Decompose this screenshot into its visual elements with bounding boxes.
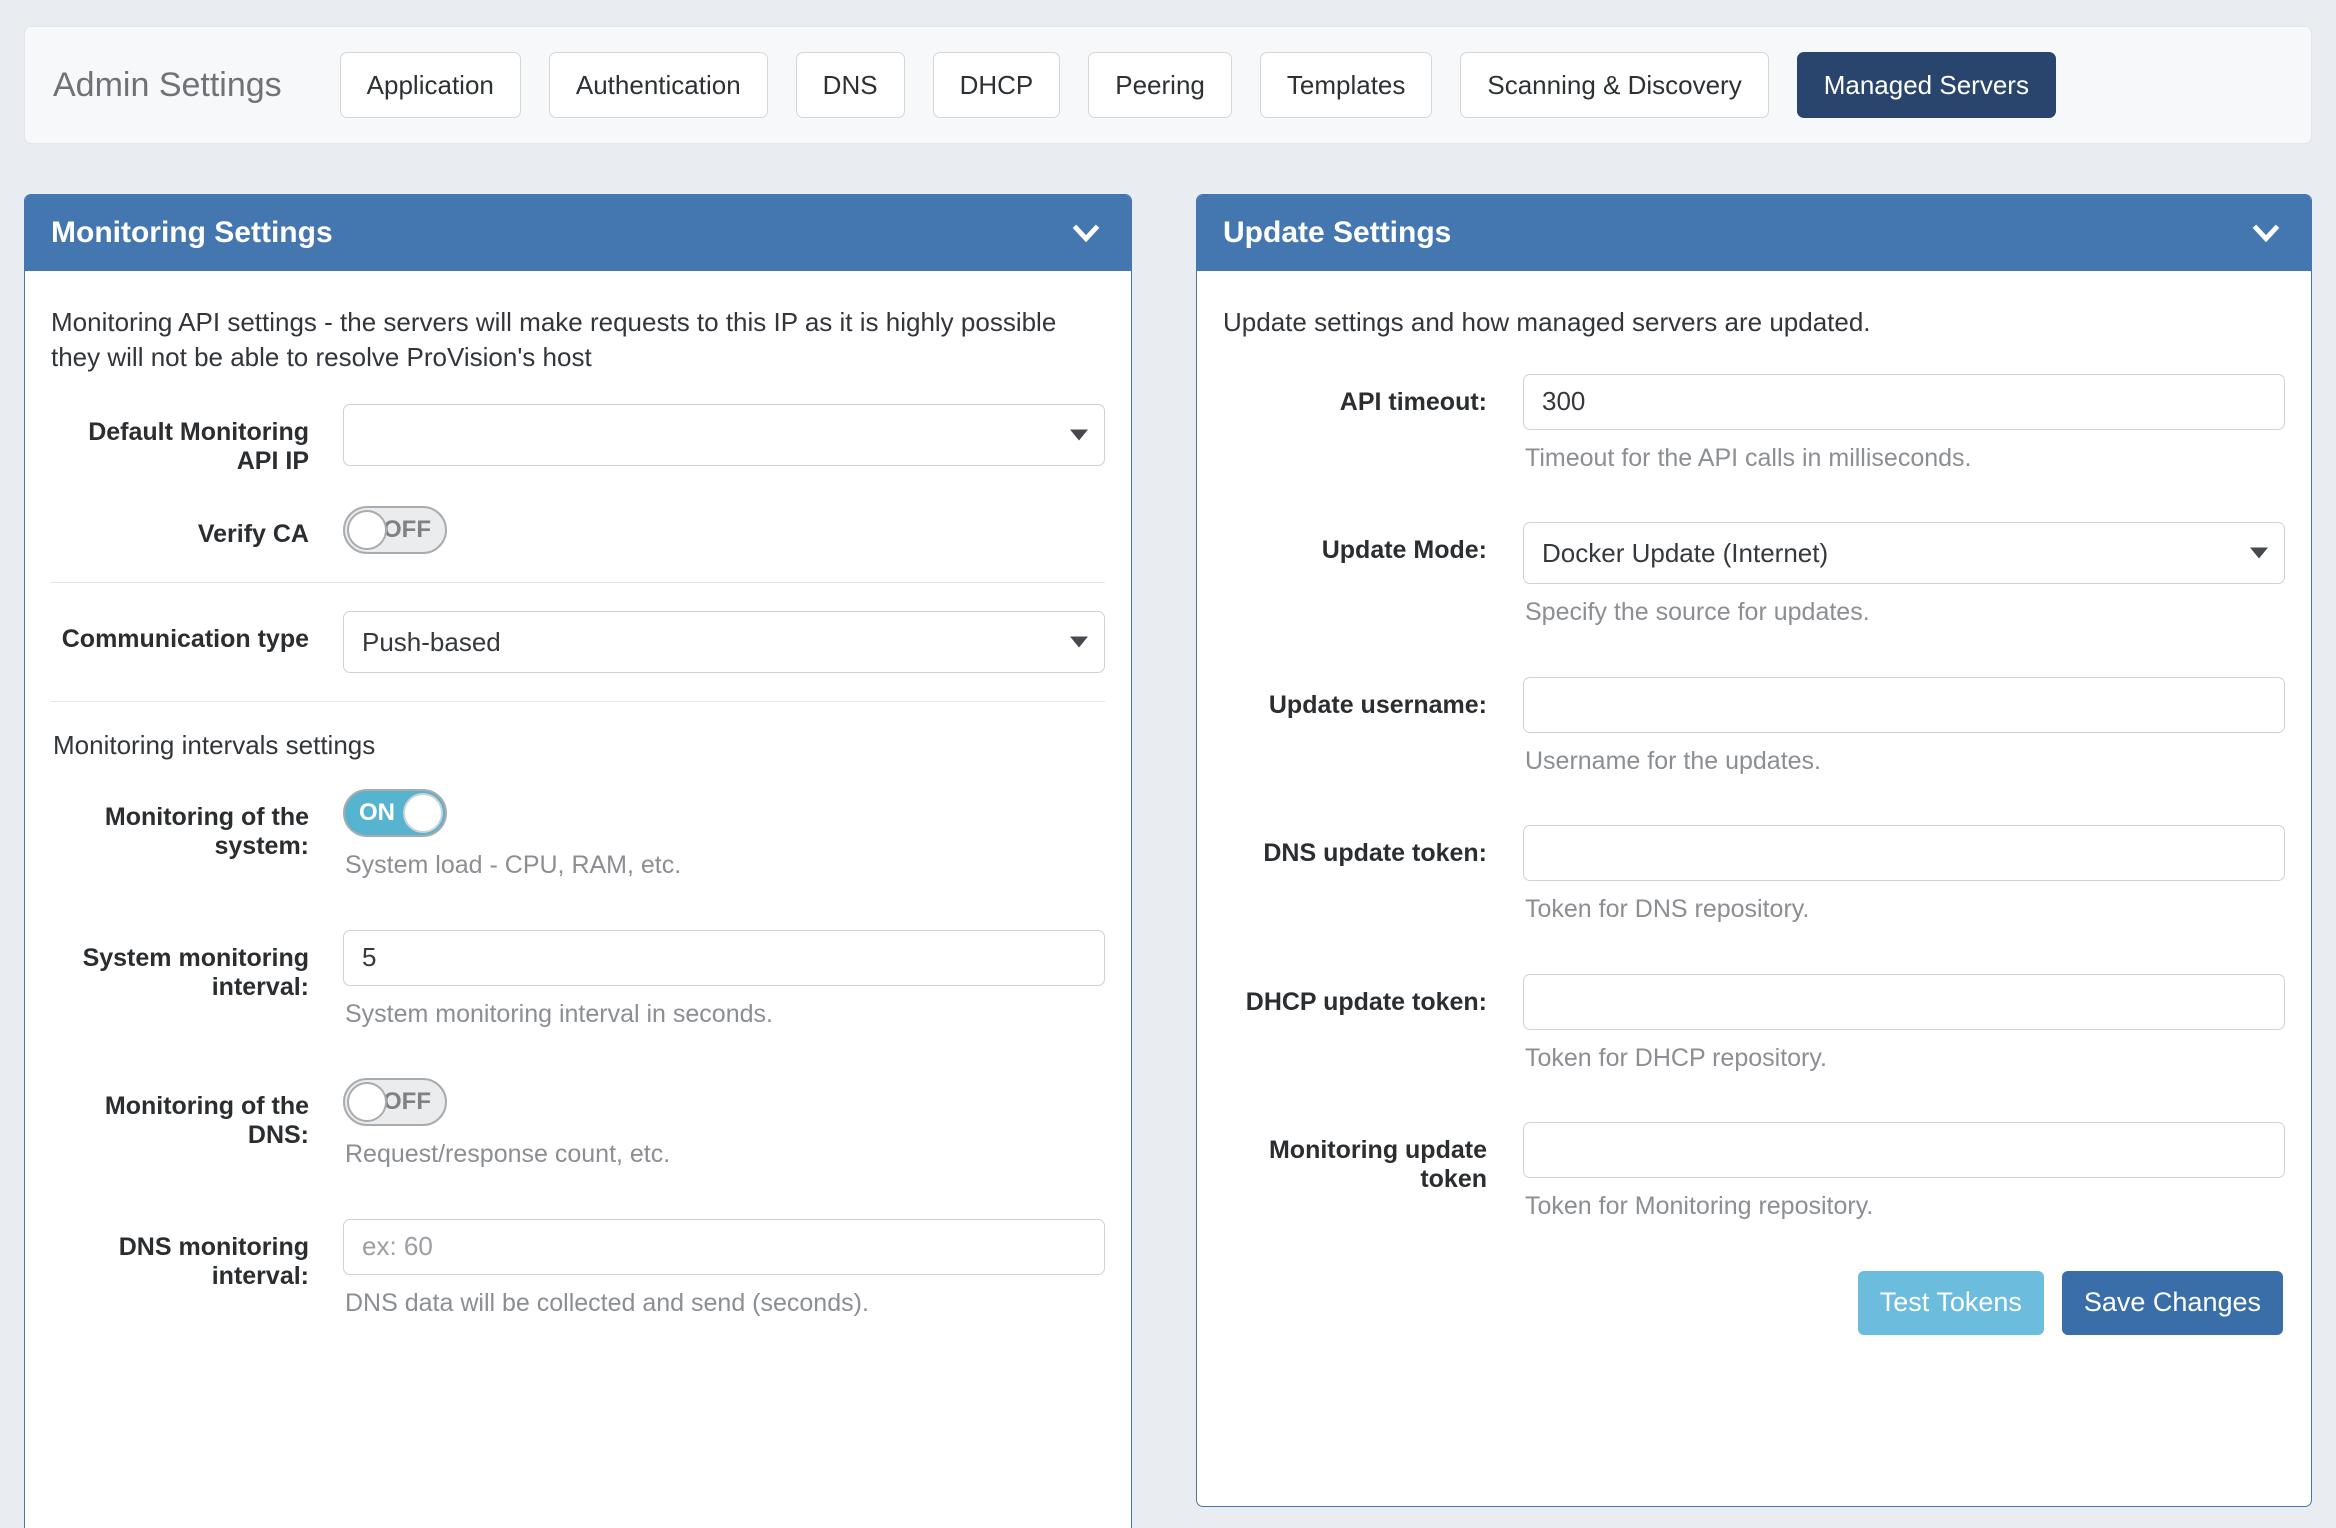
verify-ca-toggle[interactable]: OFF: [343, 506, 447, 555]
dhcp-update-token-help: Token for DHCP repository.: [1525, 1043, 1827, 1072]
monitoring-settings-header: Monitoring Settings: [25, 195, 1131, 271]
tab-scanning-discovery[interactable]: Scanning & Discovery: [1460, 52, 1769, 118]
default-monitoring-api-ip-row: Default Monitoring API IP: [51, 404, 1105, 476]
update-mode-row: Update Mode: Docker Update (Internet) Sp…: [1223, 522, 2285, 629]
system-monitoring-row: Monitoring of the system: ON System load…: [51, 789, 1105, 882]
monitoring-description: Monitoring API settings - the servers wi…: [51, 307, 1057, 372]
api-timeout-label: API timeout:: [1339, 387, 1487, 416]
chevron-down-icon[interactable]: [2249, 216, 2283, 250]
default-monitoring-api-ip-select[interactable]: [343, 404, 1105, 467]
dns-monitoring-interval-placeholder: ex: 60: [362, 1231, 433, 1262]
default-monitoring-api-ip-label: Default Monitoring API IP: [88, 418, 309, 476]
monitoring-update-token-row: Monitoring update token Token for Monito…: [1223, 1122, 2285, 1223]
api-timeout-row: API timeout: 300 Timeout for the API cal…: [1223, 373, 2285, 475]
monitoring-intervals-section-label: Monitoring intervals settings: [53, 730, 376, 761]
dns-monitoring-label: Monitoring of the DNS:: [104, 1092, 309, 1150]
save-changes-button[interactable]: Save Changes: [2061, 1270, 2283, 1335]
dns-update-token-input[interactable]: [1523, 825, 2285, 882]
monitoring-update-token-label: Monitoring update token: [1268, 1136, 1487, 1194]
monitoring-update-token-input[interactable]: [1523, 1122, 2285, 1179]
system-monitoring-help: System load - CPU, RAM, etc.: [345, 851, 682, 880]
update-mode-value: Docker Update (Internet): [1542, 537, 1829, 568]
tab-dns[interactable]: DNS: [795, 52, 905, 118]
toggle-knob: [403, 793, 443, 834]
api-timeout-help: Timeout for the API calls in millisecond…: [1525, 443, 1972, 472]
chevron-down-icon: [1070, 636, 1088, 648]
tab-managed-servers[interactable]: Managed Servers: [1796, 52, 2056, 118]
tab-authentication[interactable]: Authentication: [548, 52, 768, 118]
divider: [51, 582, 1105, 584]
dns-monitoring-toggle[interactable]: OFF: [343, 1078, 447, 1127]
update-settings-header: Update Settings: [1197, 195, 2311, 271]
dns-monitoring-interval-row: DNS monitoring interval: ex: 60 DNS data…: [51, 1218, 1105, 1320]
dns-update-token-help: Token for DNS repository.: [1525, 895, 1810, 924]
dns-monitoring-row: Monitoring of the DNS: OFF Request/respo…: [51, 1078, 1105, 1171]
system-monitoring-interval-value: 5: [362, 942, 377, 973]
api-timeout-input[interactable]: 300: [1523, 373, 2285, 430]
toggle-knob: [347, 1082, 387, 1123]
chevron-down-icon[interactable]: [1069, 216, 1103, 250]
update-description: Update settings and how managed servers …: [1223, 307, 1871, 337]
dhcp-update-token-label: DHCP update token:: [1245, 987, 1487, 1016]
monitoring-settings-body: Monitoring API settings - the servers wi…: [25, 271, 1131, 1343]
tab-templates[interactable]: Templates: [1259, 52, 1433, 118]
toggle-knob: [347, 510, 387, 551]
update-username-label: Update username:: [1268, 690, 1487, 719]
communication-type-value: Push-based: [362, 626, 501, 657]
monitoring-update-token-help: Token for Monitoring repository.: [1525, 1192, 1874, 1221]
verify-ca-toggle-state: OFF: [383, 516, 431, 544]
admin-settings-toolbar: Admin Settings Application Authenticatio…: [24, 26, 2312, 144]
tab-dhcp[interactable]: DHCP: [932, 52, 1061, 118]
update-settings-panel: Update Settings Update settings and how …: [1196, 194, 2312, 1507]
dns-update-token-label: DNS update token:: [1263, 839, 1487, 868]
update-mode-select[interactable]: Docker Update (Internet): [1523, 522, 2285, 585]
update-mode-label: Update Mode:: [1321, 536, 1487, 565]
monitoring-settings-panel: Monitoring Settings Monitoring API setti…: [24, 194, 1132, 1528]
chevron-down-icon: [2250, 547, 2268, 559]
tab-application[interactable]: Application: [339, 52, 521, 118]
dns-monitoring-interval-help: DNS data will be collected and send (sec…: [345, 1288, 869, 1317]
update-mode-help: Specify the source for updates.: [1525, 598, 1870, 627]
update-settings-actions: Test Tokens Save Changes: [1223, 1270, 2285, 1335]
update-settings-body: Update settings and how managed servers …: [1197, 271, 2311, 1355]
page-title: Admin Settings: [53, 65, 282, 104]
dns-monitoring-interval-label: DNS monitoring interval:: [118, 1232, 309, 1290]
dhcp-update-token-input[interactable]: [1523, 973, 2285, 1030]
update-settings-title: Update Settings: [1223, 216, 1452, 249]
verify-ca-row: Verify CA OFF: [51, 506, 1105, 555]
chevron-down-icon: [1070, 429, 1088, 441]
test-tokens-button[interactable]: Test Tokens: [1857, 1270, 2044, 1335]
communication-type-row: Communication type Push-based: [51, 611, 1105, 674]
update-username-row: Update username: Username for the update…: [1223, 676, 2285, 778]
verify-ca-label: Verify CA: [197, 520, 309, 549]
tab-peering[interactable]: Peering: [1088, 52, 1232, 118]
system-monitoring-label: Monitoring of the system:: [104, 803, 309, 861]
dhcp-update-token-row: DHCP update token: Token for DHCP reposi…: [1223, 973, 2285, 1075]
system-monitoring-toggle-state: ON: [359, 799, 395, 827]
dns-monitoring-interval-input[interactable]: ex: 60: [343, 1218, 1105, 1275]
system-monitoring-toggle[interactable]: ON: [343, 789, 447, 838]
dns-monitoring-help: Request/response count, etc.: [345, 1140, 671, 1169]
dns-monitoring-toggle-state: OFF: [383, 1088, 431, 1116]
update-username-help: Username for the updates.: [1525, 746, 1821, 775]
system-monitoring-interval-input[interactable]: 5: [343, 929, 1105, 986]
api-timeout-value: 300: [1542, 386, 1586, 417]
update-username-input[interactable]: [1523, 676, 2285, 733]
communication-type-label: Communication type: [61, 625, 309, 654]
system-monitoring-interval-label: System monitoring interval:: [82, 943, 309, 1001]
system-monitoring-interval-help: System monitoring interval in seconds.: [345, 999, 773, 1028]
system-monitoring-interval-row: System monitoring interval: 5 System mon…: [51, 929, 1105, 1031]
communication-type-select[interactable]: Push-based: [343, 611, 1105, 674]
monitoring-settings-title: Monitoring Settings: [51, 216, 333, 249]
divider: [51, 701, 1105, 703]
dns-update-token-row: DNS update token: Token for DNS reposito…: [1223, 825, 2285, 926]
